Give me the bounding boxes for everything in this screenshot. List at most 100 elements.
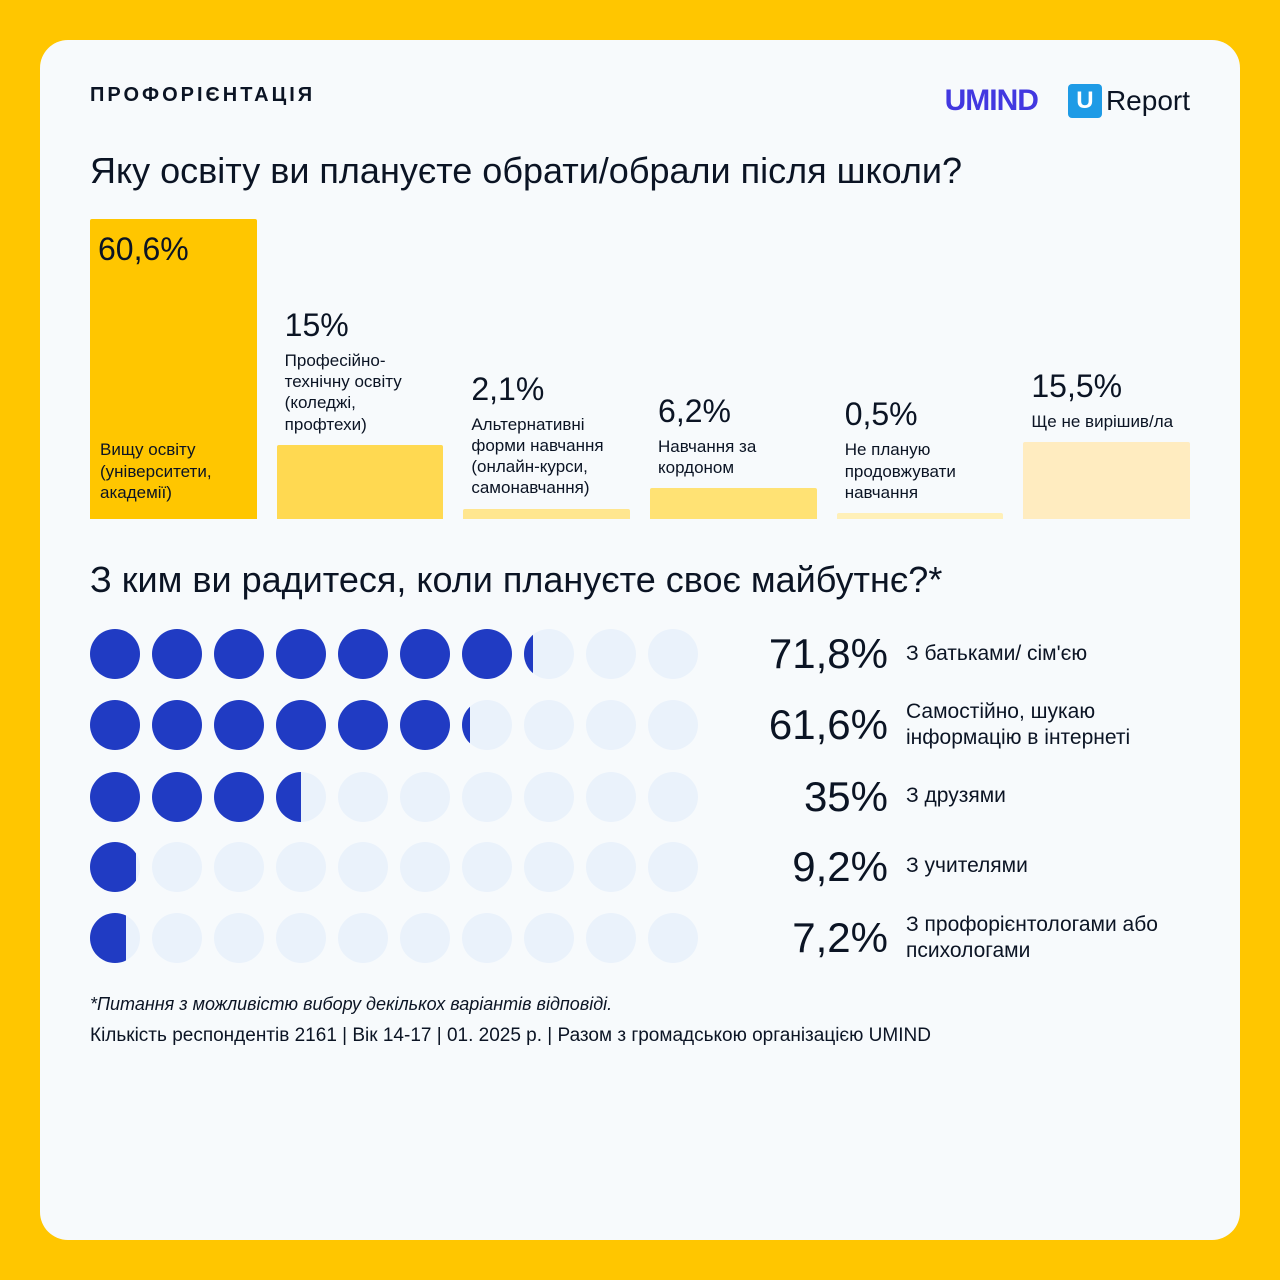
dot-icon — [338, 772, 388, 822]
bar-desc: Не планую продовжувати навчання — [845, 439, 1000, 503]
bar-label-block: 60,6% — [98, 231, 253, 274]
dot-icon — [152, 842, 202, 892]
pictogram-chart: 71,8% З батьками/ сім'єю 61,6% Самостійно, … — [90, 629, 1190, 964]
dot-icon — [152, 700, 202, 750]
dot-icon — [462, 700, 512, 750]
pictogram-label: Самостійно, шукаю інформацію в інтернеті — [906, 699, 1186, 752]
pictogram-label: З друзями — [906, 783, 1006, 809]
ureport-u-icon: U — [1068, 84, 1102, 118]
bar-label-block: 6,2% Навчання за кордоном — [658, 393, 813, 479]
footer-meta: Кількість респондентів 2161 | Вік 14-17 … — [90, 1025, 1190, 1047]
bar-percent: 0,5% — [845, 396, 1000, 433]
pictogram-row: 9,2% З учителями — [90, 842, 1190, 892]
pictogram-percent: 7,2% — [738, 914, 888, 962]
footnote: *Питання з можливістю вибору декількох в… — [90, 994, 1190, 1015]
pictogram-right: 71,8% З батьками/ сім'єю — [738, 630, 1190, 678]
dot-icon — [338, 629, 388, 679]
dot-icon — [338, 842, 388, 892]
bar-desc: Вищу освіту (університети, академії) — [100, 439, 247, 503]
bar-label-block: 15% Професійно-технічну освіту (коледжі, … — [285, 307, 440, 435]
pictogram-right: 61,6% Самостійно, шукаю інформацію в інте… — [738, 699, 1190, 752]
bar-column: 6,2% Навчання за кордоном — [650, 219, 817, 519]
bar — [837, 513, 1004, 519]
dot-icon — [400, 913, 450, 963]
dot-icon — [586, 772, 636, 822]
bar-chart: 60,6% Вищу освіту (університети, академії… — [90, 219, 1190, 519]
category-label: ПРОФОРІЄНТАЦІЯ — [90, 84, 315, 107]
umind-logo: UMIND — [945, 84, 1038, 118]
dot-icon — [586, 700, 636, 750]
dot-icon — [276, 700, 326, 750]
dot-group — [90, 629, 698, 679]
dot-icon — [400, 842, 450, 892]
dot-icon — [214, 772, 264, 822]
bar — [463, 509, 630, 519]
pictogram-row: 35% З друзями — [90, 772, 1190, 822]
bar-label-block: 0,5% Не планую продовжувати навчання — [845, 396, 1000, 503]
dot-icon — [152, 913, 202, 963]
pictogram-label: З батьками/ сім'єю — [906, 641, 1087, 667]
pictogram-percent: 71,8% — [738, 630, 888, 678]
bar-desc: Професійно-технічну освіту (коледжі, про… — [285, 350, 440, 435]
bar-column: 2,1% Альтернативні форми навчання (онлайн… — [463, 219, 630, 519]
bar-label-block: 15,5%Ще не вирішив/ла — [1031, 368, 1186, 432]
bar — [277, 445, 444, 519]
bar-desc: Навчання за кордоном — [658, 436, 813, 479]
dot-icon — [90, 700, 140, 750]
dot-group — [90, 772, 698, 822]
dot-icon — [400, 629, 450, 679]
dot-icon — [90, 913, 140, 963]
dot-icon — [276, 842, 326, 892]
bar-column: 15% Професійно-технічну освіту (коледжі, … — [277, 219, 444, 519]
pictogram-row: 71,8% З батьками/ сім'єю — [90, 629, 1190, 679]
dot-icon — [524, 842, 574, 892]
dot-icon — [524, 629, 574, 679]
pictogram-row: 61,6% Самостійно, шукаю інформацію в інте… — [90, 699, 1190, 752]
dot-icon — [338, 913, 388, 963]
dot-icon — [276, 629, 326, 679]
bar-desc: Альтернативні форми навчання (онлайн-кур… — [471, 414, 626, 499]
dot-group — [90, 700, 698, 750]
bar-column: 0,5% Не планую продовжувати навчання — [837, 219, 1004, 519]
dot-icon — [400, 700, 450, 750]
dot-icon — [648, 700, 698, 750]
dot-icon — [524, 772, 574, 822]
ureport-text: Report — [1106, 85, 1190, 117]
bar-percent: 15,5% — [1031, 368, 1186, 405]
bar-percent: 15% — [285, 307, 440, 344]
dot-icon — [586, 913, 636, 963]
dot-icon — [648, 772, 698, 822]
dot-icon — [586, 629, 636, 679]
question-1-title: Яку освіту ви плануєте обрати/обрали піс… — [90, 148, 1190, 193]
dot-icon — [90, 842, 140, 892]
dot-icon — [648, 913, 698, 963]
bar-percent: 2,1% — [471, 371, 626, 408]
bar-column: 60,6% Вищу освіту (університети, академії… — [90, 219, 257, 519]
pictogram-right: 7,2% З профорієнтологами або психологами — [738, 912, 1190, 965]
pictogram-label: З учителями — [906, 853, 1028, 879]
dot-icon — [524, 913, 574, 963]
pictogram-label: З профорієнтологами або психологами — [906, 912, 1186, 965]
dot-icon — [90, 629, 140, 679]
ureport-logo: U Report — [1068, 84, 1190, 118]
bar — [650, 488, 817, 519]
bar — [1023, 442, 1190, 519]
dot-group — [90, 842, 698, 892]
dot-icon — [462, 913, 512, 963]
bar-column: 15,5%Ще не вирішив/ла — [1023, 219, 1190, 519]
dot-icon — [586, 842, 636, 892]
dot-icon — [400, 772, 450, 822]
pictogram-percent: 35% — [738, 773, 888, 821]
dot-icon — [214, 700, 264, 750]
dot-icon — [90, 772, 140, 822]
pictogram-row: 7,2% З профорієнтологами або психологами — [90, 912, 1190, 965]
dot-icon — [152, 629, 202, 679]
bar-percent: 6,2% — [658, 393, 813, 430]
dot-icon — [152, 772, 202, 822]
dot-icon — [524, 700, 574, 750]
dot-icon — [648, 842, 698, 892]
pictogram-percent: 61,6% — [738, 701, 888, 749]
pictogram-percent: 9,2% — [738, 843, 888, 891]
dot-icon — [338, 700, 388, 750]
question-2-title: З ким ви радитеся, коли плануєте своє ма… — [90, 559, 1190, 601]
